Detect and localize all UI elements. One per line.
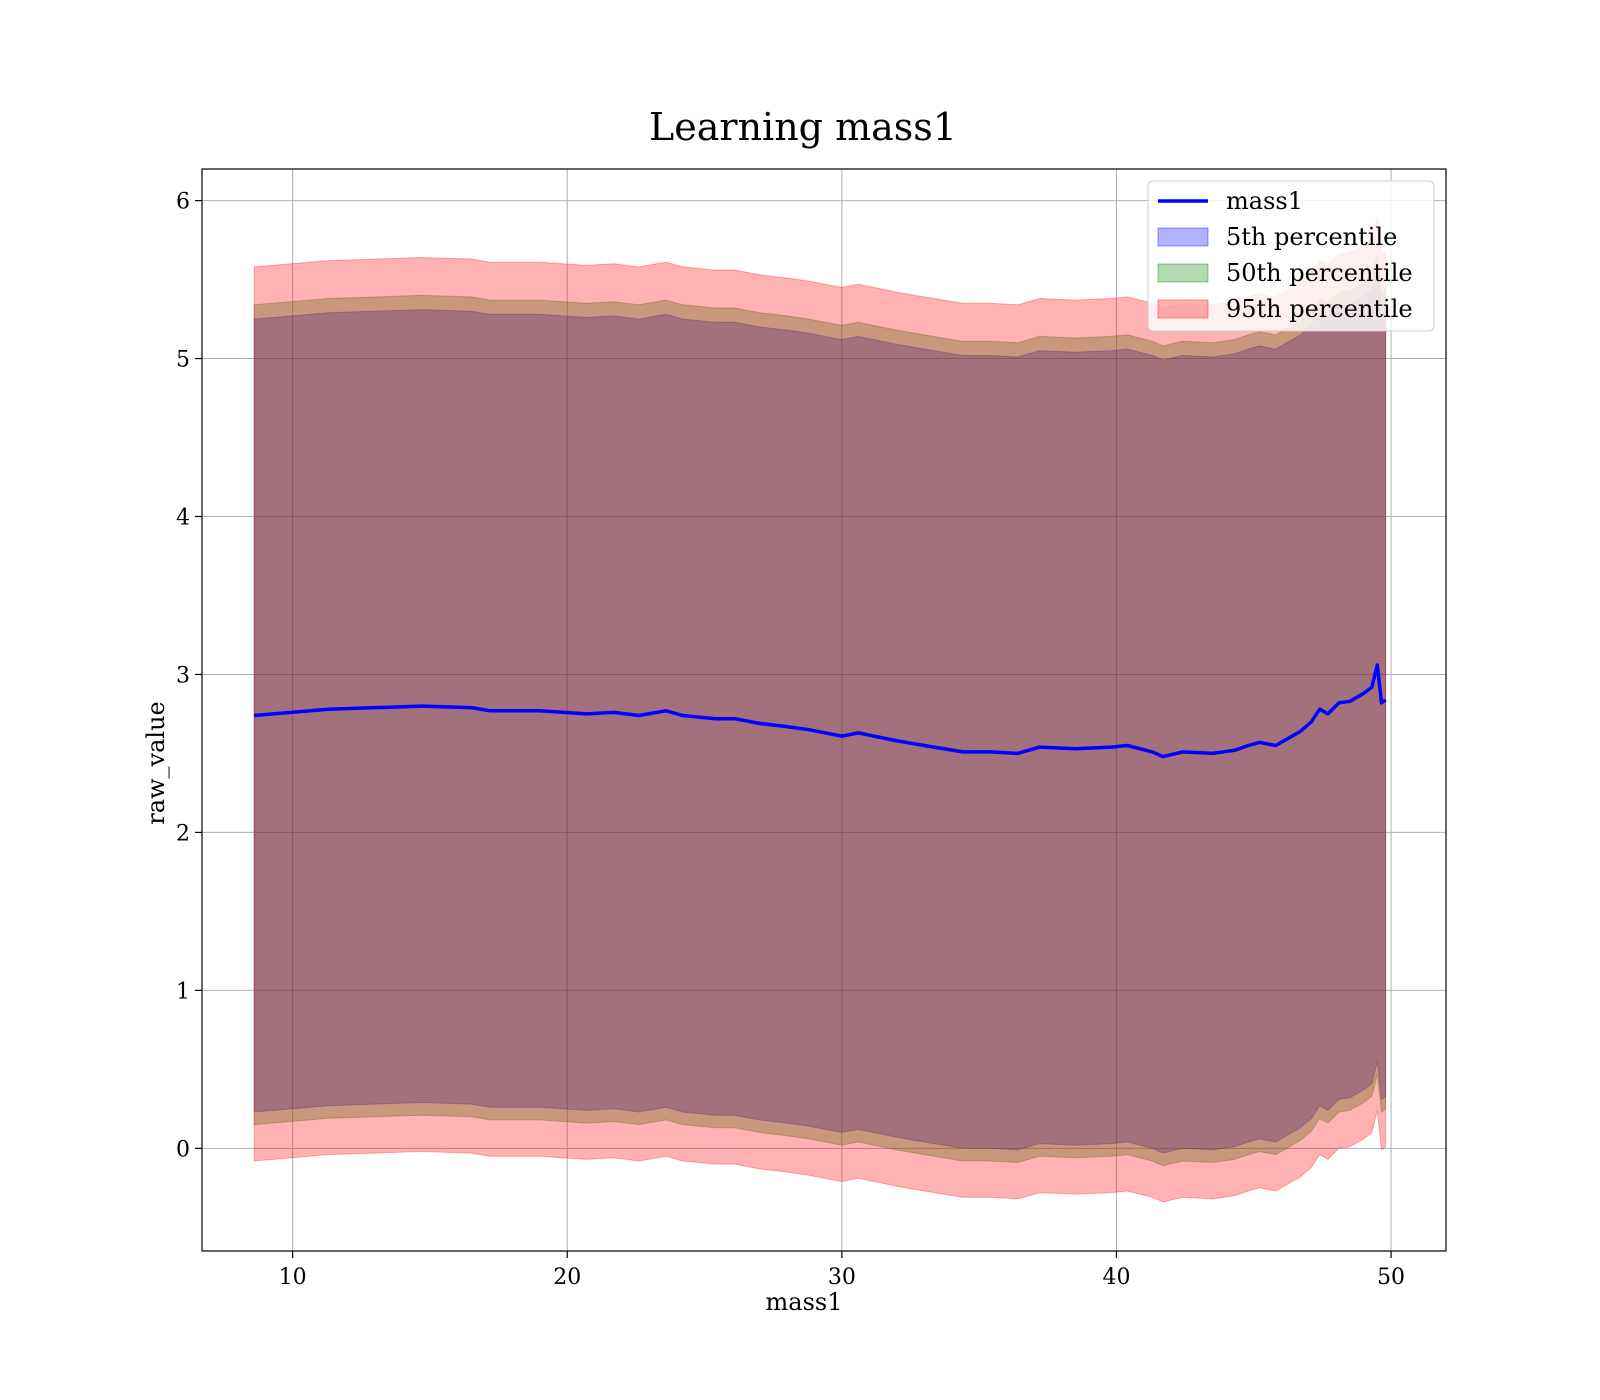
y-axis-label: raw_value: [142, 701, 170, 825]
series-line-mass1: [254, 663, 1387, 759]
legend-swatch-3: [1157, 299, 1209, 319]
y-tick-label-6: 6: [176, 190, 190, 215]
y-tick-label-5: 5: [176, 348, 190, 373]
grid: [202, 169, 1446, 1251]
plot-frame: [201, 168, 1447, 1252]
legend-label-3: 95th percentile: [1226, 295, 1413, 323]
legend-swatch-1: [1157, 227, 1209, 247]
x-axis-label: mass1: [766, 1288, 843, 1316]
y-tick-label-0: 0: [176, 1137, 190, 1162]
y-tick-label-2: 2: [176, 821, 190, 846]
legend-box: [1147, 180, 1435, 332]
legend-label-0: mass1: [1226, 187, 1303, 215]
series-lines: [254, 663, 1387, 759]
band-95th-percentile: [253, 216, 1387, 1203]
y-tick-label-1: 1: [176, 979, 190, 1004]
x-tick-label-2: 30: [828, 1265, 856, 1290]
x-tick-label-0: 10: [279, 1265, 307, 1290]
x-tick-label-4: 50: [1377, 1265, 1405, 1290]
chart-title: Learning mass1: [649, 105, 957, 149]
legend-label-1: 5th percentile: [1226, 223, 1397, 251]
y-tick-label-3: 3: [176, 663, 190, 688]
legend-label-2: 50th percentile: [1226, 259, 1413, 287]
percentile-bands: [253, 216, 1387, 1203]
band-50th-percentile: [253, 254, 1387, 1167]
axis-ticks: 10 20 30 40 50 0 1 2 3 4 5 6: [176, 190, 1405, 1290]
y-tick-label-4: 4: [176, 506, 190, 531]
legend: mass1 5th percentile 50th percentile 95th p…: [1147, 180, 1435, 332]
x-tick-label-1: 20: [553, 1265, 581, 1290]
legend-swatch-2: [1157, 263, 1209, 283]
band-5th-percentile: [253, 268, 1387, 1154]
x-tick-label-3: 40: [1102, 1265, 1130, 1290]
